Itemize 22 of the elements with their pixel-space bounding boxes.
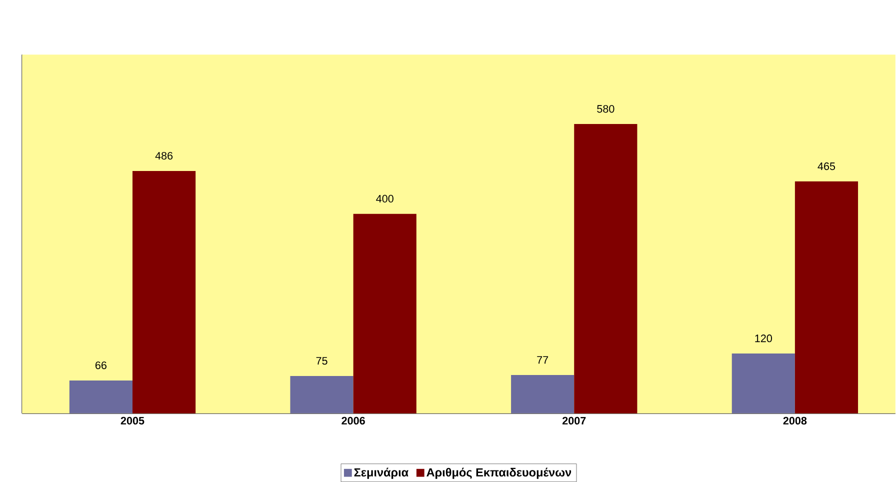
data-label: 465 [818,162,836,170]
bar [574,124,638,414]
data-label: 486 [155,152,173,160]
data-label: 120 [755,334,772,342]
bar [290,376,354,414]
bar [69,380,132,414]
data-label: 77 [537,356,548,364]
legend-label: Σεμινάρια [354,468,408,479]
data-label: 66 [96,361,106,370]
x-tick-label: 2007 [562,416,586,425]
bar [353,214,416,414]
bar [511,374,574,414]
x-tick-label: 2006 [342,416,365,425]
x-tick-label: 2008 [783,416,807,425]
x-tick-label: 2005 [120,416,144,425]
legend-label: Αριθμός Εκπαιδευομένων [426,468,572,479]
bar [732,354,795,414]
data-label: 400 [376,194,394,202]
data-label: 75 [316,357,328,365]
bar [132,170,196,414]
data-label: 580 [597,105,614,113]
bar [794,181,858,414]
